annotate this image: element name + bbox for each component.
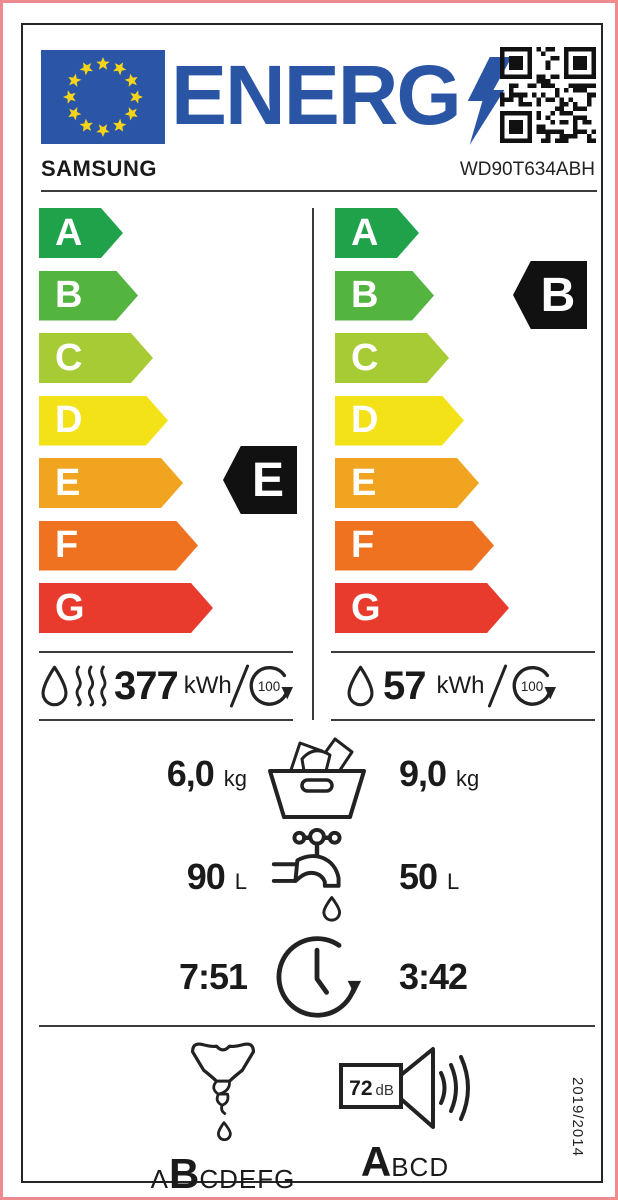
spin-drying-class: A B CDEFG	[128, 1037, 318, 1197]
spin-grade-after: CDEFG	[199, 1164, 296, 1194]
noise-grade-after: BCD	[391, 1152, 450, 1182]
scale-wash-dry: A B C D E F G	[39, 208, 309, 638]
scale-letter: C	[55, 336, 83, 379]
scale-letter: E	[351, 461, 377, 504]
scale-arrow: D	[335, 396, 464, 446]
eu-flag-icon	[41, 50, 165, 144]
capacity-wash-dry-value: 6,0	[166, 753, 215, 794]
spin-grade: B	[169, 1150, 200, 1197]
capacity-row: 6,0 kg 9,0 kg	[39, 723, 595, 825]
scale-letter: G	[351, 586, 381, 629]
energy-unit: kWh	[436, 672, 485, 699]
water-row: 90 L 50 L	[39, 825, 595, 928]
capacity-unit: kg	[223, 766, 247, 791]
water-wash-only-value: 50	[399, 855, 438, 897]
scale-letter: F	[55, 524, 79, 566]
duration-wash-only-value: 3:42	[399, 955, 468, 997]
header-divider	[41, 190, 597, 192]
laundry-basket-icon	[268, 737, 366, 819]
energy-value: 57	[383, 663, 426, 708]
cycle-100-icon: 100	[249, 666, 293, 706]
scale-letter: B	[55, 274, 83, 316]
scale-letter: E	[55, 461, 81, 504]
noise-level: 72 dB	[343, 1077, 401, 1101]
duration-row: 7:51 3:42	[39, 928, 595, 1025]
water-drop-icon	[347, 665, 374, 707]
lightning-bolt-icon	[467, 57, 512, 145]
energy-unit: kWh	[183, 672, 232, 699]
scale-arrow: B	[39, 271, 138, 321]
scale-arrow: G	[335, 583, 509, 633]
scale-arrow: E	[335, 458, 479, 508]
brand-name: SAMSUNG	[41, 156, 157, 181]
water-unit: L	[447, 868, 460, 894]
noise-unit: dB	[375, 1082, 394, 1099]
energy-logo-text: ENERG	[171, 48, 462, 142]
qr-code-icon	[500, 47, 596, 143]
noise-grade: A	[360, 1138, 392, 1185]
rating-letter: E	[251, 453, 284, 507]
bottom-divider	[39, 1025, 595, 1027]
energy-label: ENERG SAMSUNG WD90T634ABH A B C D E F G …	[21, 23, 605, 1197]
rating-badge-wash-dry: E	[223, 446, 297, 514]
capacity-unit: kg	[456, 766, 480, 791]
scale-letter: B	[351, 274, 379, 316]
clock-icon	[276, 935, 362, 1018]
energy-consumption-wash-dry: 377 kWh 100	[39, 651, 293, 721]
scale-letter: A	[351, 211, 379, 254]
model-number: WD90T634ABH	[459, 159, 595, 180]
scale-arrow: C	[335, 333, 449, 383]
scale-letter: G	[55, 586, 85, 629]
scale-letter: D	[55, 399, 83, 441]
scale-arrow: F	[335, 521, 494, 571]
column-divider	[312, 208, 314, 720]
rating-badge-wash-only: B	[513, 261, 587, 329]
rating-letter: B	[540, 268, 576, 322]
capacity-wash-only-value: 9,0	[399, 753, 447, 794]
scale-arrow: C	[39, 333, 153, 383]
water-drop-icon	[41, 665, 68, 707]
scale-letter: F	[351, 524, 375, 566]
scale-letter: A	[55, 211, 83, 254]
scale-arrow: F	[39, 521, 198, 571]
scale-arrow: A	[335, 208, 419, 258]
scale-arrow: D	[39, 396, 168, 446]
scale-arrow: G	[39, 583, 213, 633]
wrung-shirt-icon	[190, 1042, 256, 1142]
speaker-icon	[338, 1047, 470, 1129]
noise-class: 72 dB A BCD	[325, 1041, 485, 1186]
cycles-count: 100	[520, 679, 542, 694]
tap-icon	[271, 827, 342, 922]
details-section: 6,0 kg 9,0 kg	[39, 723, 595, 1025]
energy-logo: ENERG	[171, 53, 512, 149]
scale-arrow: A	[39, 208, 123, 258]
regulation-number: 2019/2014	[569, 1077, 586, 1157]
spin-grade-before: A	[150, 1164, 169, 1194]
scale-arrow: B	[335, 271, 434, 321]
scale-letter: C	[351, 336, 379, 379]
noise-value: 72	[349, 1077, 373, 1100]
duration-wash-dry-value: 7:51	[178, 955, 248, 997]
cycle-100-icon: 100	[512, 666, 556, 706]
scale-wash-only: A B C D E F G	[335, 208, 605, 638]
per-slash	[486, 664, 508, 708]
scale-arrow: E	[39, 458, 183, 508]
water-unit: L	[234, 868, 247, 894]
spin-grade-scale: A B CDEFG	[128, 1150, 318, 1197]
scale-letter: D	[351, 399, 379, 441]
cycles-count: 100	[258, 679, 280, 694]
energy-value: 377	[114, 663, 179, 708]
energy-consumption-wash-only: 57 kWh 100	[331, 651, 595, 721]
steam-icon	[75, 665, 107, 707]
water-wash-dry-value: 90	[186, 855, 226, 897]
noise-grade-scale: A BCD	[325, 1138, 485, 1186]
